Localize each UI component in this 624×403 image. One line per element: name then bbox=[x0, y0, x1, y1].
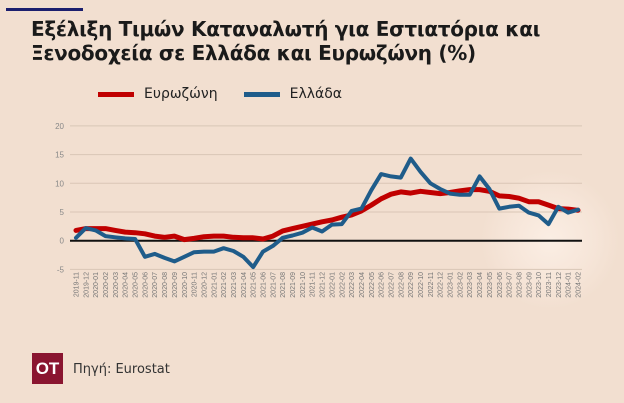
x-tick-label: 2024-01 bbox=[566, 272, 573, 298]
legend: Ευρωζώνη Ελλάδα bbox=[98, 86, 368, 102]
x-tick-label: 2022-05 bbox=[369, 272, 376, 298]
source-note: Πηγή: Eurostat bbox=[73, 362, 170, 377]
x-tick-label: 2021-03 bbox=[231, 272, 238, 298]
x-tick-label: 2022-01 bbox=[329, 272, 336, 298]
x-tick-label: 2022-11 bbox=[428, 272, 435, 297]
x-tick-label: 2023-09 bbox=[526, 272, 533, 298]
x-tick-label: 2020-01 bbox=[93, 272, 100, 298]
legend-label-greece: Ελλάδα bbox=[289, 86, 343, 102]
x-tick-label: 2023-11 bbox=[546, 272, 553, 297]
x-tick-label: 2022-09 bbox=[408, 272, 415, 298]
x-tick-label: 2022-02 bbox=[339, 272, 346, 298]
y-tick-label: 15 bbox=[55, 151, 64, 160]
x-tick-label: 2021-05 bbox=[251, 272, 258, 298]
x-tick-label: 2023-05 bbox=[487, 272, 494, 298]
x-tick-label: 2023-03 bbox=[467, 272, 474, 298]
x-tick-label: 2020-11 bbox=[192, 272, 199, 297]
x-tick-label: 2020-09 bbox=[172, 272, 179, 298]
logo-text: OT bbox=[35, 358, 60, 378]
x-tick-label: 2020-04 bbox=[123, 272, 130, 298]
x-tick-label: 2021-04 bbox=[241, 272, 248, 298]
legend-item-eurozone: Ευρωζώνη bbox=[98, 86, 218, 102]
x-tick-label: 2024-02 bbox=[576, 272, 583, 298]
x-tick-label: 2023-06 bbox=[497, 272, 504, 298]
ot-logo: OT bbox=[32, 353, 63, 384]
x-tick-label: 2020-12 bbox=[201, 272, 208, 298]
x-tick-label: 2021-11 bbox=[310, 272, 317, 297]
y-tick-label: -5 bbox=[57, 265, 65, 274]
x-tick-label: 2022-07 bbox=[388, 272, 395, 298]
x-tick-label: 2021-07 bbox=[270, 272, 277, 298]
x-tick-label: 2020-02 bbox=[103, 272, 110, 298]
x-tick-label: 2020-06 bbox=[142, 272, 149, 298]
x-tick-label: 2019-11 bbox=[74, 272, 81, 297]
x-tick-label: 2021-02 bbox=[221, 272, 228, 298]
x-tick-label: 2021-09 bbox=[290, 272, 297, 298]
legend-swatch-eurozone bbox=[98, 91, 134, 97]
series-line-eurozone bbox=[73, 187, 581, 243]
x-tick-label: 2021-10 bbox=[300, 272, 307, 298]
y-tick-label: 20 bbox=[55, 122, 64, 131]
x-tick-label: 2021-12 bbox=[320, 272, 327, 298]
legend-item-greece: Ελλάδα bbox=[243, 86, 343, 102]
x-tick-label: 2022-12 bbox=[438, 272, 445, 298]
x-tick-label: 2023-01 bbox=[448, 272, 455, 298]
x-tick-label: 2023-12 bbox=[556, 272, 563, 298]
y-tick-label: 10 bbox=[55, 179, 64, 188]
x-tick-label: 2021-08 bbox=[280, 272, 287, 298]
x-tick-label: 2021-06 bbox=[261, 272, 268, 298]
x-tick-label: 2022-08 bbox=[398, 272, 405, 298]
x-tick-label: 2020-08 bbox=[162, 272, 169, 298]
x-tick-label: 2020-05 bbox=[133, 272, 140, 298]
legend-swatch-greece bbox=[243, 91, 280, 97]
y-tick-label: 0 bbox=[60, 237, 65, 246]
x-tick-label: 2022-06 bbox=[379, 272, 386, 298]
x-tick-label: 2022-10 bbox=[418, 272, 425, 298]
accent-bar bbox=[6, 8, 83, 11]
x-tick-label: 2019-12 bbox=[83, 272, 90, 298]
x-tick-label: 2023-04 bbox=[477, 272, 484, 298]
y-tick-label: 5 bbox=[60, 208, 65, 217]
x-tick-label: 2021-01 bbox=[211, 272, 218, 298]
x-tick-label: 2023-02 bbox=[457, 272, 464, 298]
x-tick-label: 2020-10 bbox=[182, 272, 189, 298]
chart-title: Εξέλιξη Τιμών Καταναλωτή για Εστιατόρια … bbox=[31, 17, 541, 65]
series-line-greece bbox=[74, 156, 580, 270]
x-tick-label: 2023-08 bbox=[516, 272, 523, 298]
x-tick-label: 2023-10 bbox=[536, 272, 543, 298]
x-tick-label: 2020-03 bbox=[113, 272, 120, 298]
x-tick-label: 2020-07 bbox=[152, 272, 159, 298]
x-tick-label: 2023-07 bbox=[507, 272, 514, 298]
legend-label-eurozone: Ευρωζώνη bbox=[144, 86, 218, 102]
x-tick-label: 2022-03 bbox=[349, 272, 356, 298]
x-tick-label: 2022-04 bbox=[359, 272, 366, 298]
